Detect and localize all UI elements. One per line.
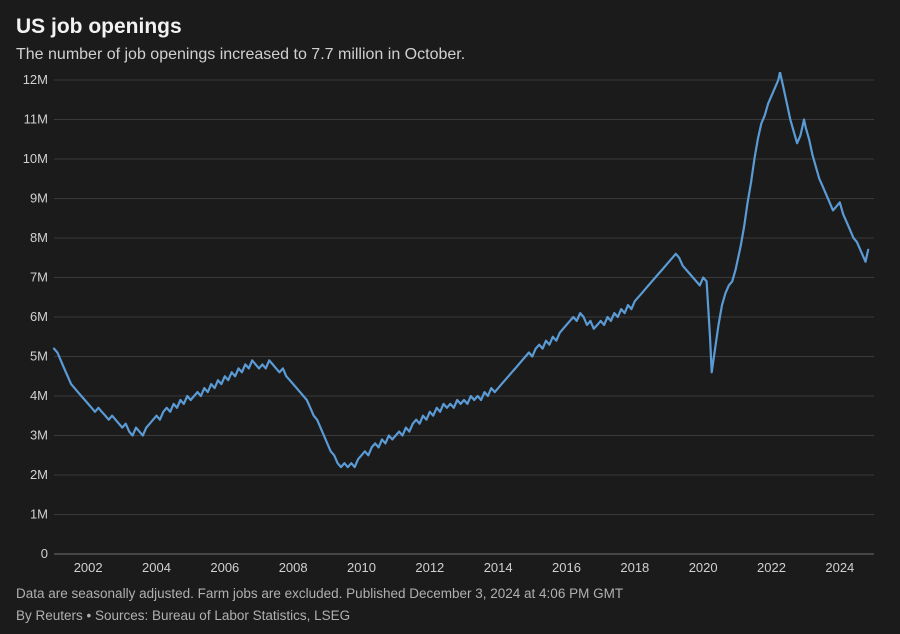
x-axis-label: 2008 — [279, 560, 308, 575]
y-axis-label: 7M — [30, 269, 48, 284]
x-axis-label: 2010 — [347, 560, 376, 575]
x-axis-label: 2012 — [415, 560, 444, 575]
y-axis-label: 5M — [30, 348, 48, 363]
x-axis-label: 2018 — [620, 560, 649, 575]
y-axis-label: 10M — [23, 151, 48, 166]
x-axis-label: 2014 — [484, 560, 513, 575]
y-axis-label: 0 — [41, 546, 48, 561]
x-axis-label: 2020 — [689, 560, 718, 575]
chart-subtitle: The number of job openings increased to … — [16, 45, 884, 66]
chart-plot-area: 0 1M 2M 3M 4M 5M 6M 7M 8M 9M 10M 11M 12M 2002 2004 2006… — [16, 72, 884, 578]
chart-byline: By Reuters • Sources: Bureau of Labor St… — [16, 606, 884, 626]
y-axis-label: 6M — [30, 309, 48, 324]
y-axis-label: 1M — [30, 506, 48, 521]
y-axis-label: 12M — [23, 72, 48, 87]
x-axis-label: 2002 — [74, 560, 103, 575]
chart-title: US job openings — [16, 14, 884, 39]
chart-footnote: Data are seasonally adjusted. Farm jobs … — [16, 584, 884, 604]
y-axis-label: 8M — [30, 230, 48, 245]
y-axis-label: 4M — [30, 388, 48, 403]
y-axis-label: 3M — [30, 427, 48, 442]
line-chart-svg: 0 1M 2M 3M 4M 5M 6M 7M 8M 9M 10M 11M 12M 2002 2004 2006… — [16, 72, 884, 578]
x-axis-label: 2016 — [552, 560, 581, 575]
y-axis-label: 2M — [30, 467, 48, 482]
x-axis-label: 2022 — [757, 560, 786, 575]
x-axis-label: 2004 — [142, 560, 171, 575]
x-axis-label: 2006 — [210, 560, 239, 575]
y-axis-label: 11M — [24, 111, 48, 126]
y-axis-label: 9M — [30, 190, 48, 205]
x-axis-label: 2024 — [825, 560, 854, 575]
data-line — [54, 72, 868, 467]
chart-container: US job openings The number of job openin… — [0, 0, 900, 634]
